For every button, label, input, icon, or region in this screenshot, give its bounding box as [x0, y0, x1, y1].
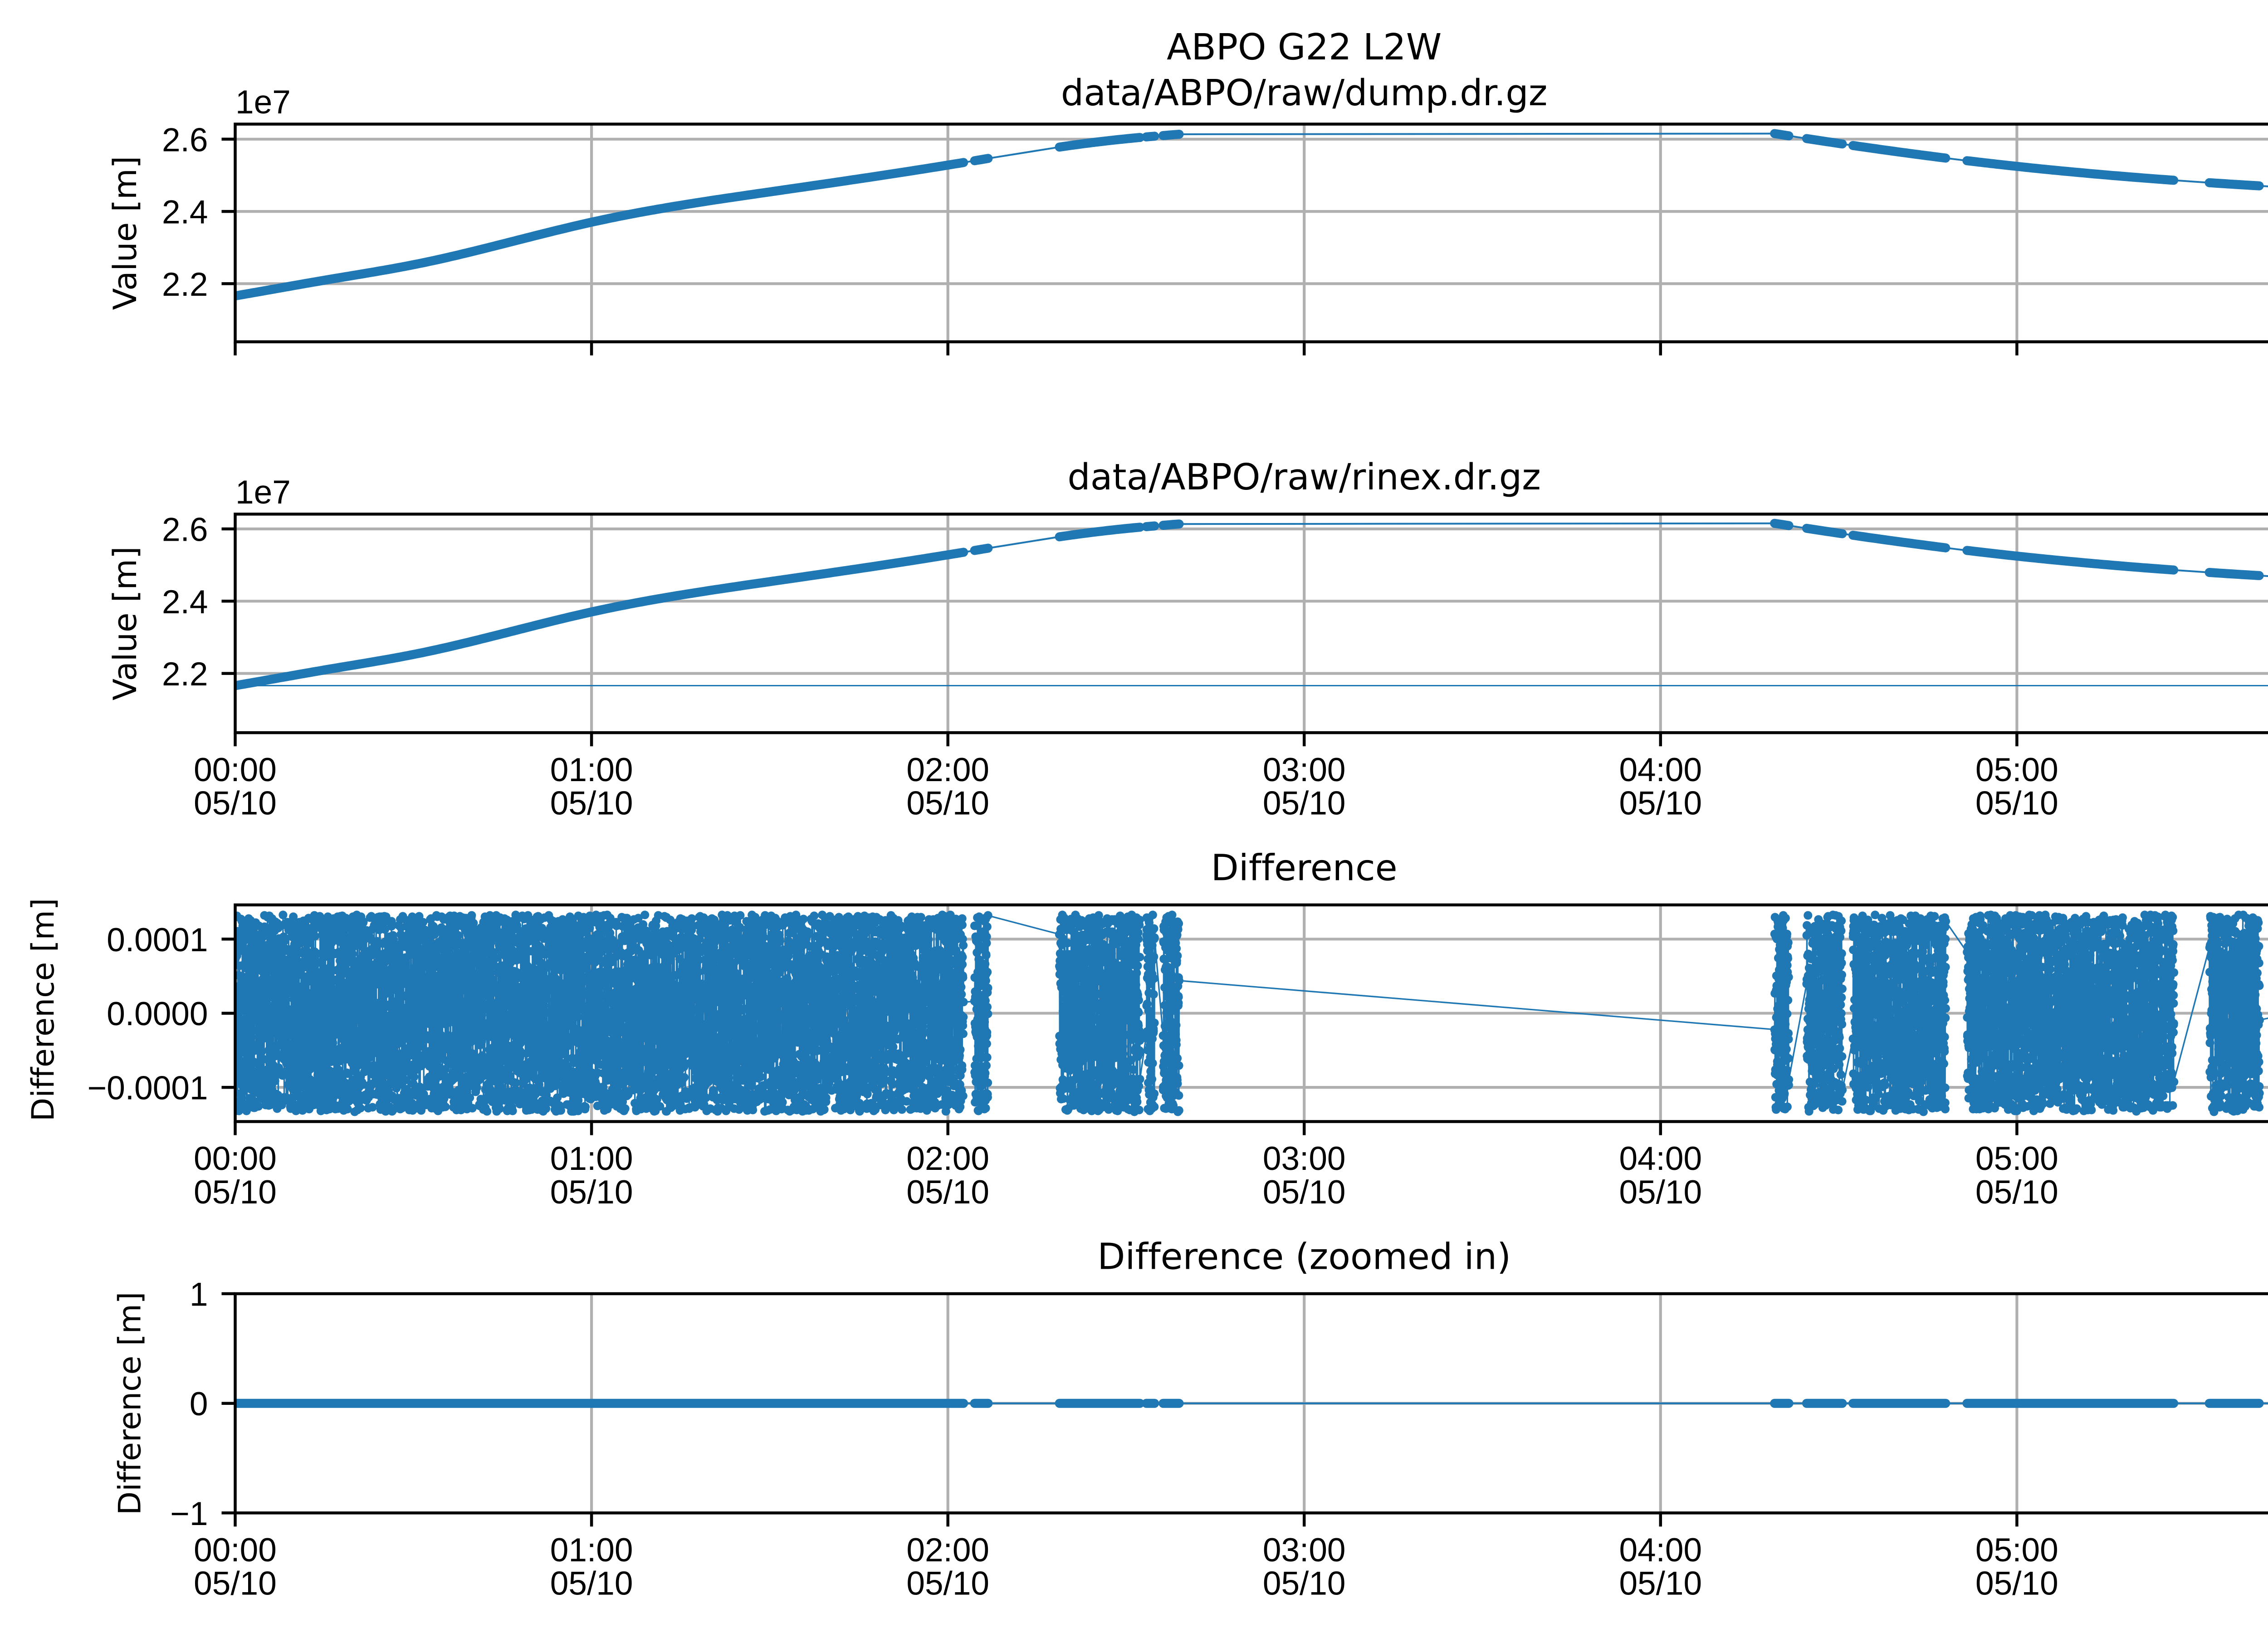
svg-text:05/10: 05/10 [906, 1174, 989, 1211]
svg-text:2.4: 2.4 [162, 194, 208, 231]
svg-text:00:00: 00:00 [194, 1140, 277, 1177]
svg-text:05/10: 05/10 [906, 785, 989, 822]
svg-text:05/10: 05/10 [1975, 785, 2058, 822]
svg-text:2.4: 2.4 [162, 584, 208, 621]
svg-text:04:00: 04:00 [1619, 1532, 1702, 1569]
svg-text:04:00: 04:00 [1619, 1140, 1702, 1177]
svg-text:05/10: 05/10 [1263, 785, 1346, 822]
svg-text:00:00: 00:00 [194, 1532, 277, 1569]
svg-text:2.6: 2.6 [162, 122, 208, 158]
svg-text:05/10: 05/10 [1619, 785, 1702, 822]
svg-text:05/10: 05/10 [550, 785, 633, 822]
svg-text:05/10: 05/10 [1975, 1565, 2058, 1602]
svg-text:2.2: 2.2 [162, 656, 208, 693]
svg-text:01:00: 01:00 [550, 1140, 633, 1177]
svg-text:05/10: 05/10 [1619, 1565, 1702, 1602]
svg-text:02:00: 02:00 [906, 752, 989, 788]
svg-text:2.6: 2.6 [162, 512, 208, 548]
svg-text:05/10: 05/10 [1619, 1174, 1702, 1211]
svg-text:05:00: 05:00 [1975, 1532, 2058, 1569]
svg-text:00:00: 00:00 [194, 752, 277, 788]
svg-text:05/10: 05/10 [550, 1565, 633, 1602]
svg-text:1e7: 1e7 [235, 474, 291, 511]
svg-text:05/10: 05/10 [1263, 1565, 1346, 1602]
svg-text:05:00: 05:00 [1975, 1140, 2058, 1177]
svg-text:05/10: 05/10 [194, 1565, 277, 1602]
svg-text:05/10: 05/10 [1263, 1174, 1346, 1211]
svg-text:−1: −1 [170, 1496, 208, 1532]
svg-text:03:00: 03:00 [1263, 1140, 1346, 1177]
svg-text:05/10: 05/10 [1975, 1174, 2058, 1211]
svg-text:05/10: 05/10 [194, 785, 277, 822]
svg-text:0.0000: 0.0000 [107, 996, 208, 1032]
svg-text:02:00: 02:00 [906, 1140, 989, 1177]
svg-text:01:00: 01:00 [550, 1532, 633, 1569]
svg-text:01:00: 01:00 [550, 752, 633, 788]
svg-text:2.2: 2.2 [162, 266, 208, 303]
svg-text:05/10: 05/10 [550, 1174, 633, 1211]
svg-text:03:00: 03:00 [1263, 752, 1346, 788]
svg-text:05/10: 05/10 [906, 1565, 989, 1602]
svg-text:1e7: 1e7 [235, 84, 291, 121]
svg-text:−0.0001: −0.0001 [88, 1070, 208, 1107]
svg-text:04:00: 04:00 [1619, 752, 1702, 788]
svg-text:02:00: 02:00 [906, 1532, 989, 1569]
svg-text:03:00: 03:00 [1263, 1532, 1346, 1569]
svg-text:0: 0 [190, 1386, 208, 1423]
svg-text:05:00: 05:00 [1975, 752, 2058, 788]
svg-text:1: 1 [190, 1276, 208, 1313]
svg-text:0.0001: 0.0001 [107, 922, 208, 958]
svg-text:05/10: 05/10 [194, 1174, 277, 1211]
